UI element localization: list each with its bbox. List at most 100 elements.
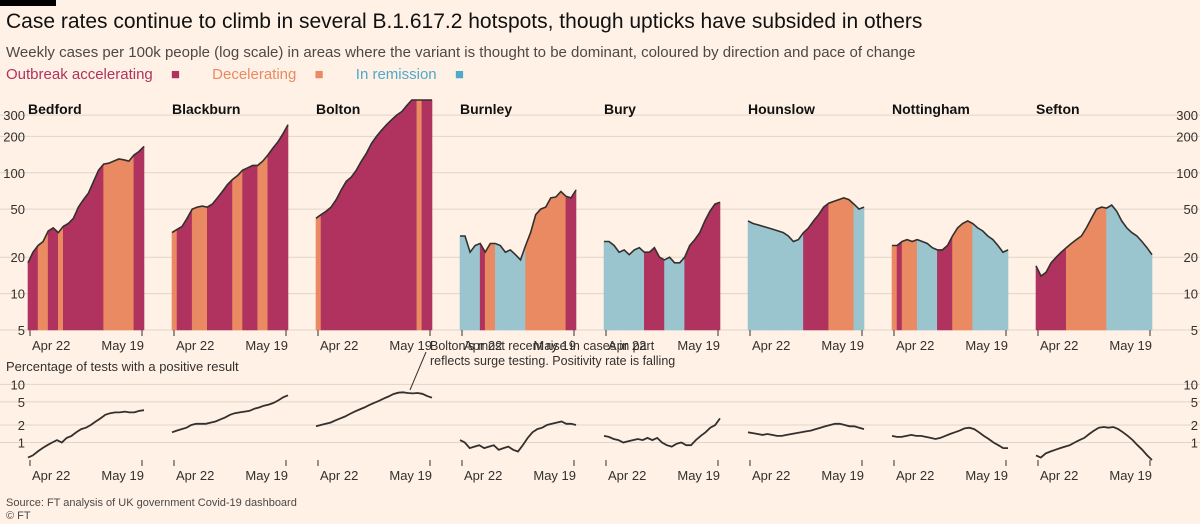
area-segment-blackburn — [217, 190, 223, 331]
x-tick-label: Apr 22 — [320, 338, 358, 353]
area-segment-bedford — [98, 163, 104, 331]
area-segment-nottingham — [942, 244, 948, 331]
area-segment-bury — [714, 201, 721, 331]
area-segment-nottingham — [992, 238, 999, 331]
area-segment-nottingham — [906, 239, 913, 331]
area-segment-bolton — [325, 206, 332, 331]
area-segment-bolton — [351, 169, 357, 331]
panel-title-hounslow: Hounslow — [748, 101, 815, 117]
area-segment-blackburn — [222, 183, 228, 331]
area-segment-bedford — [93, 170, 99, 331]
positivity-line-burnley — [459, 420, 577, 453]
area-segment-bedford — [108, 160, 115, 331]
area-segment-nottingham — [937, 249, 943, 331]
area-segment-blackburn — [176, 225, 183, 331]
area-segment-nottingham — [932, 247, 938, 331]
x-tick-label: Apr 22 — [896, 468, 934, 483]
x-tick-label: May 19 — [101, 338, 144, 353]
y-tick-label-right: 300 — [1176, 108, 1198, 123]
area-segment-bedford — [32, 244, 39, 331]
legend-remission: In remission ■ — [355, 66, 464, 83]
y-tick-label-right: 100 — [1176, 166, 1198, 181]
area-segment-burnley — [515, 253, 521, 331]
y-tick-label-left: 100 — [3, 166, 25, 181]
area-segment-burnley — [555, 190, 562, 331]
area-segment-bury — [608, 240, 615, 331]
area-segment-burnley — [469, 244, 476, 331]
area-segment-blackburn — [191, 206, 198, 331]
area-segment-sefton — [1101, 206, 1107, 331]
x-tick-label: Apr 22 — [464, 338, 502, 353]
x-tick-label: Apr 22 — [464, 468, 502, 483]
area-segment-bolton — [340, 180, 347, 331]
area-segment-hounslow — [752, 223, 759, 331]
area-segment-hounslow — [843, 197, 850, 331]
area-segment-hounslow — [848, 198, 855, 331]
area-segment-hounslow — [858, 206, 865, 331]
area-segment-bury — [613, 244, 620, 331]
area-segment-bolton — [421, 99, 428, 331]
area-segment-nottingham — [927, 242, 933, 331]
annotation-line-2: reflects surge testing. Positivity rate … — [430, 354, 675, 368]
area-segment-bolton — [320, 210, 327, 331]
positivity-line-bedford — [27, 409, 145, 459]
area-segment-hounslow — [853, 203, 860, 331]
area-segment-burnley — [540, 206, 547, 331]
area-segment-sefton — [1091, 208, 1097, 331]
area-segment-hounslow — [757, 224, 764, 331]
area-segment-nottingham — [982, 230, 989, 331]
area-segment-burnley — [484, 242, 491, 331]
area-segment-sefton — [1146, 246, 1153, 331]
source-note: Source: FT analysis of UK government Cov… — [6, 497, 297, 509]
area-segment-nottingham — [891, 245, 898, 331]
y-tick-label-left: 20 — [11, 250, 25, 265]
area-segment-bury — [669, 256, 675, 331]
area-segment-hounslow — [803, 227, 809, 331]
area-outline-sefton — [1035, 204, 1153, 278]
y-tick-label-right: 20 — [1184, 250, 1198, 265]
area-segment-blackburn — [242, 167, 248, 331]
area-segment-bolton — [366, 143, 372, 331]
area-segment-bury — [633, 247, 640, 331]
area-segment-bolton — [381, 123, 387, 331]
area-segment-bedford — [138, 145, 145, 331]
area-outline-bolton — [315, 99, 432, 219]
chart-title: Case rates continue to climb in several … — [6, 10, 923, 33]
area-segment-bolton — [386, 118, 392, 331]
area-segment-nottingham — [987, 235, 994, 331]
credit: © FT — [6, 510, 31, 522]
x-tick-label: May 19 — [245, 338, 288, 353]
area-segment-nottingham — [977, 227, 984, 331]
x-tick-label: Apr 22 — [32, 338, 70, 353]
lower-panel-title: Percentage of tests with a positive resu… — [6, 359, 239, 374]
area-segment-burnley — [525, 232, 531, 331]
area-segment-bedford — [118, 158, 125, 331]
area-segment-bedford — [68, 217, 74, 331]
area-segment-nottingham — [997, 244, 1004, 331]
area-segment-sefton — [1065, 242, 1072, 331]
panel-title-bury: Bury — [604, 101, 636, 117]
area-segment-sefton — [1071, 238, 1077, 331]
area-segment-hounslow — [813, 213, 819, 331]
y-tick-label-right: 5 — [1191, 395, 1198, 410]
area-segment-blackburn — [257, 160, 264, 331]
annotation-line-1: Bolton’s most recent rise in cases in pa… — [430, 339, 655, 353]
positivity-line-blackburn — [171, 394, 289, 434]
x-tick-label: Apr 22 — [176, 468, 214, 483]
area-outline-bury — [604, 201, 721, 264]
area-segment-bury — [709, 203, 716, 331]
area-segment-blackburn — [267, 147, 274, 331]
panel-title-bedford: Bedford — [28, 101, 82, 117]
area-segment-hounslow — [798, 231, 804, 331]
area-segment-sefton — [1086, 218, 1092, 331]
area-segment-bury — [694, 231, 701, 331]
area-segment-bolton — [371, 135, 377, 331]
area-segment-burnley — [505, 249, 511, 331]
area-segment-bedford — [128, 154, 135, 331]
area-segment-bolton — [411, 99, 418, 331]
x-tick-label: Apr 22 — [608, 338, 646, 353]
panel-title-blackburn: Blackburn — [172, 101, 240, 117]
area-segment-bedford — [113, 158, 120, 331]
area-segment-bury — [689, 238, 696, 331]
area-segment-nottingham — [947, 235, 953, 331]
